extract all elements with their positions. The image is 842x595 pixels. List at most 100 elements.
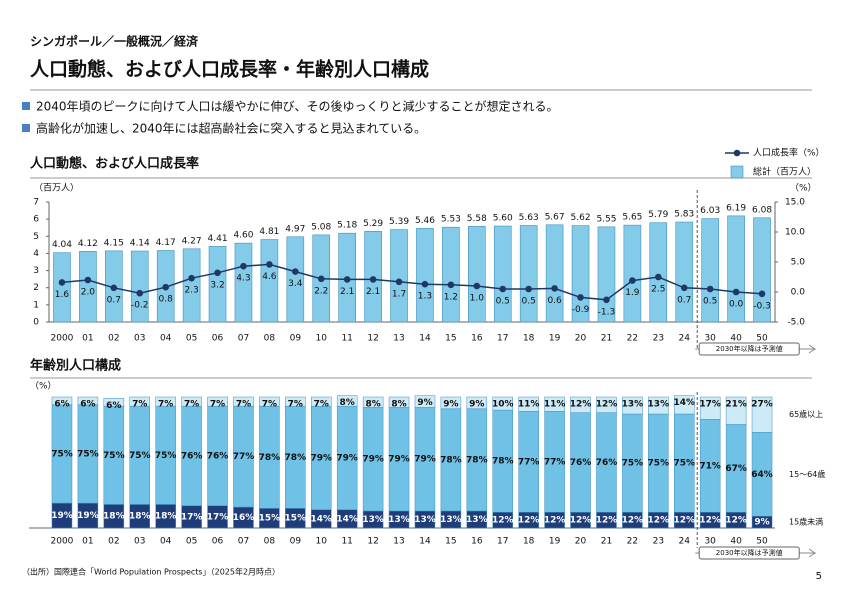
line-value-label: 1.0	[470, 294, 485, 304]
x-tick-label: 23	[653, 334, 664, 344]
x-tick-label: 12	[367, 537, 378, 547]
line-value-label: 3.2	[210, 280, 224, 290]
bar-value-label: 5.63	[519, 213, 539, 223]
bar-value-label: 4.81	[259, 227, 279, 237]
segment-label: 9%	[443, 400, 458, 410]
segment-label: 76%	[596, 458, 618, 468]
x-tick-label: 22	[627, 537, 638, 547]
x-tick-label: 15	[445, 334, 456, 344]
line-value-label: -0.3	[753, 301, 771, 311]
bar-value-label: 5.39	[389, 217, 409, 227]
bar	[493, 225, 512, 323]
bar-value-label: 5.55	[596, 214, 616, 224]
segment-label: 77%	[233, 452, 255, 462]
bar-value-label: 5.79	[648, 210, 668, 220]
x-tick-label: 06	[212, 537, 224, 547]
line-point	[680, 284, 688, 292]
segment-label: 15%	[285, 514, 307, 524]
segment-label: 77%	[544, 457, 566, 467]
segment-label: 10%	[492, 400, 514, 410]
bar-value-label: 4.97	[285, 224, 305, 234]
bar-segment	[414, 395, 436, 408]
line	[61, 263, 763, 301]
segment-label: 18%	[103, 512, 125, 522]
bar-segment	[77, 396, 99, 406]
y-tick-label: 1	[33, 300, 39, 310]
segment-label: 7%	[210, 400, 225, 410]
bar-segment	[181, 396, 202, 407]
x-tick-label: 15	[445, 537, 456, 547]
annotation: 2030年以降は予測値	[716, 548, 783, 557]
slide-title: 人口動態、および人口成長率・年齢別人口構成	[30, 58, 429, 81]
x-tick-label: 16	[471, 537, 483, 547]
bar	[130, 250, 149, 323]
bullet: 2040年頃のピークに向けて人口は緩やかに伸び、その後ゆっくりと減少することが想…	[36, 99, 559, 114]
series-label: 65歳以上	[789, 409, 823, 419]
segment-label: 79%	[336, 453, 358, 463]
segment-label: 75%	[622, 459, 644, 469]
bar	[623, 224, 642, 323]
segment-label: 13%	[648, 400, 670, 410]
segment-label: 71%	[699, 461, 721, 471]
y2-tick-label: 15.0	[785, 198, 805, 208]
bar	[545, 224, 564, 323]
x-tick-label: 04	[160, 334, 172, 344]
line-point	[395, 278, 403, 286]
x-tick-label: 08	[264, 334, 276, 344]
x-tick-label: 40	[730, 537, 742, 547]
segment-label: 19%	[77, 511, 99, 521]
bar-value-label: 5.65	[622, 213, 642, 223]
x-tick-label: 11	[341, 334, 352, 344]
segment-label: 12%	[570, 400, 592, 410]
line-point	[240, 262, 247, 270]
bar	[675, 221, 694, 323]
bar	[390, 229, 408, 323]
segment-label: 7%	[288, 400, 303, 410]
line-point	[292, 268, 299, 275]
bar	[649, 222, 668, 323]
bar-value-label: 5.08	[311, 222, 331, 232]
line-point	[136, 289, 144, 297]
x-tick-label: 50	[756, 334, 768, 344]
x-tick-label: 30	[704, 537, 716, 547]
segment-label: 21%	[725, 400, 747, 410]
section-title: シンガポール／一般概況／経済	[30, 34, 199, 49]
bar-segment	[751, 396, 773, 433]
segment-label: 15%	[259, 514, 281, 524]
line-value-label: 2.1	[340, 287, 354, 297]
segment-label: 12%	[544, 516, 566, 526]
bar-segment	[648, 396, 669, 415]
line-value-label: 0.5	[703, 297, 717, 307]
bar-segment	[362, 396, 384, 408]
bar-value-label: 5.46	[415, 216, 435, 226]
bar-segment	[233, 396, 254, 407]
bar	[53, 252, 71, 323]
x-tick-label: 18	[523, 334, 535, 344]
segment-label: 7%	[314, 400, 329, 410]
line-value-label: -0.2	[131, 301, 149, 311]
x-tick-label: 08	[264, 537, 276, 547]
x-tick-label: 40	[730, 334, 742, 344]
chart-title: 年齢別人口構成	[30, 358, 121, 374]
line-point	[551, 285, 558, 292]
bar-value-label: 4.27	[182, 236, 202, 246]
line-point	[84, 276, 92, 284]
bar-segment	[311, 396, 332, 407]
bar-segment	[466, 396, 488, 410]
line-point	[343, 276, 351, 283]
bar	[234, 242, 253, 323]
x-tick-label: 20	[575, 334, 587, 344]
forecast-box	[698, 342, 800, 356]
x-tick-label: 16	[471, 334, 483, 344]
bar-segment	[103, 398, 125, 407]
y2-tick-label: 0.0	[791, 288, 806, 298]
line-point	[421, 280, 429, 288]
segment-label: 9%	[469, 400, 484, 410]
segment-label: 13%	[388, 515, 410, 525]
segment-label: 8%	[391, 400, 406, 410]
bar	[286, 236, 305, 323]
segment-label: 79%	[310, 453, 332, 463]
x-tick-label: 11	[341, 537, 352, 547]
segment-label: 76%	[181, 451, 203, 461]
segment-label: 8%	[365, 400, 380, 410]
